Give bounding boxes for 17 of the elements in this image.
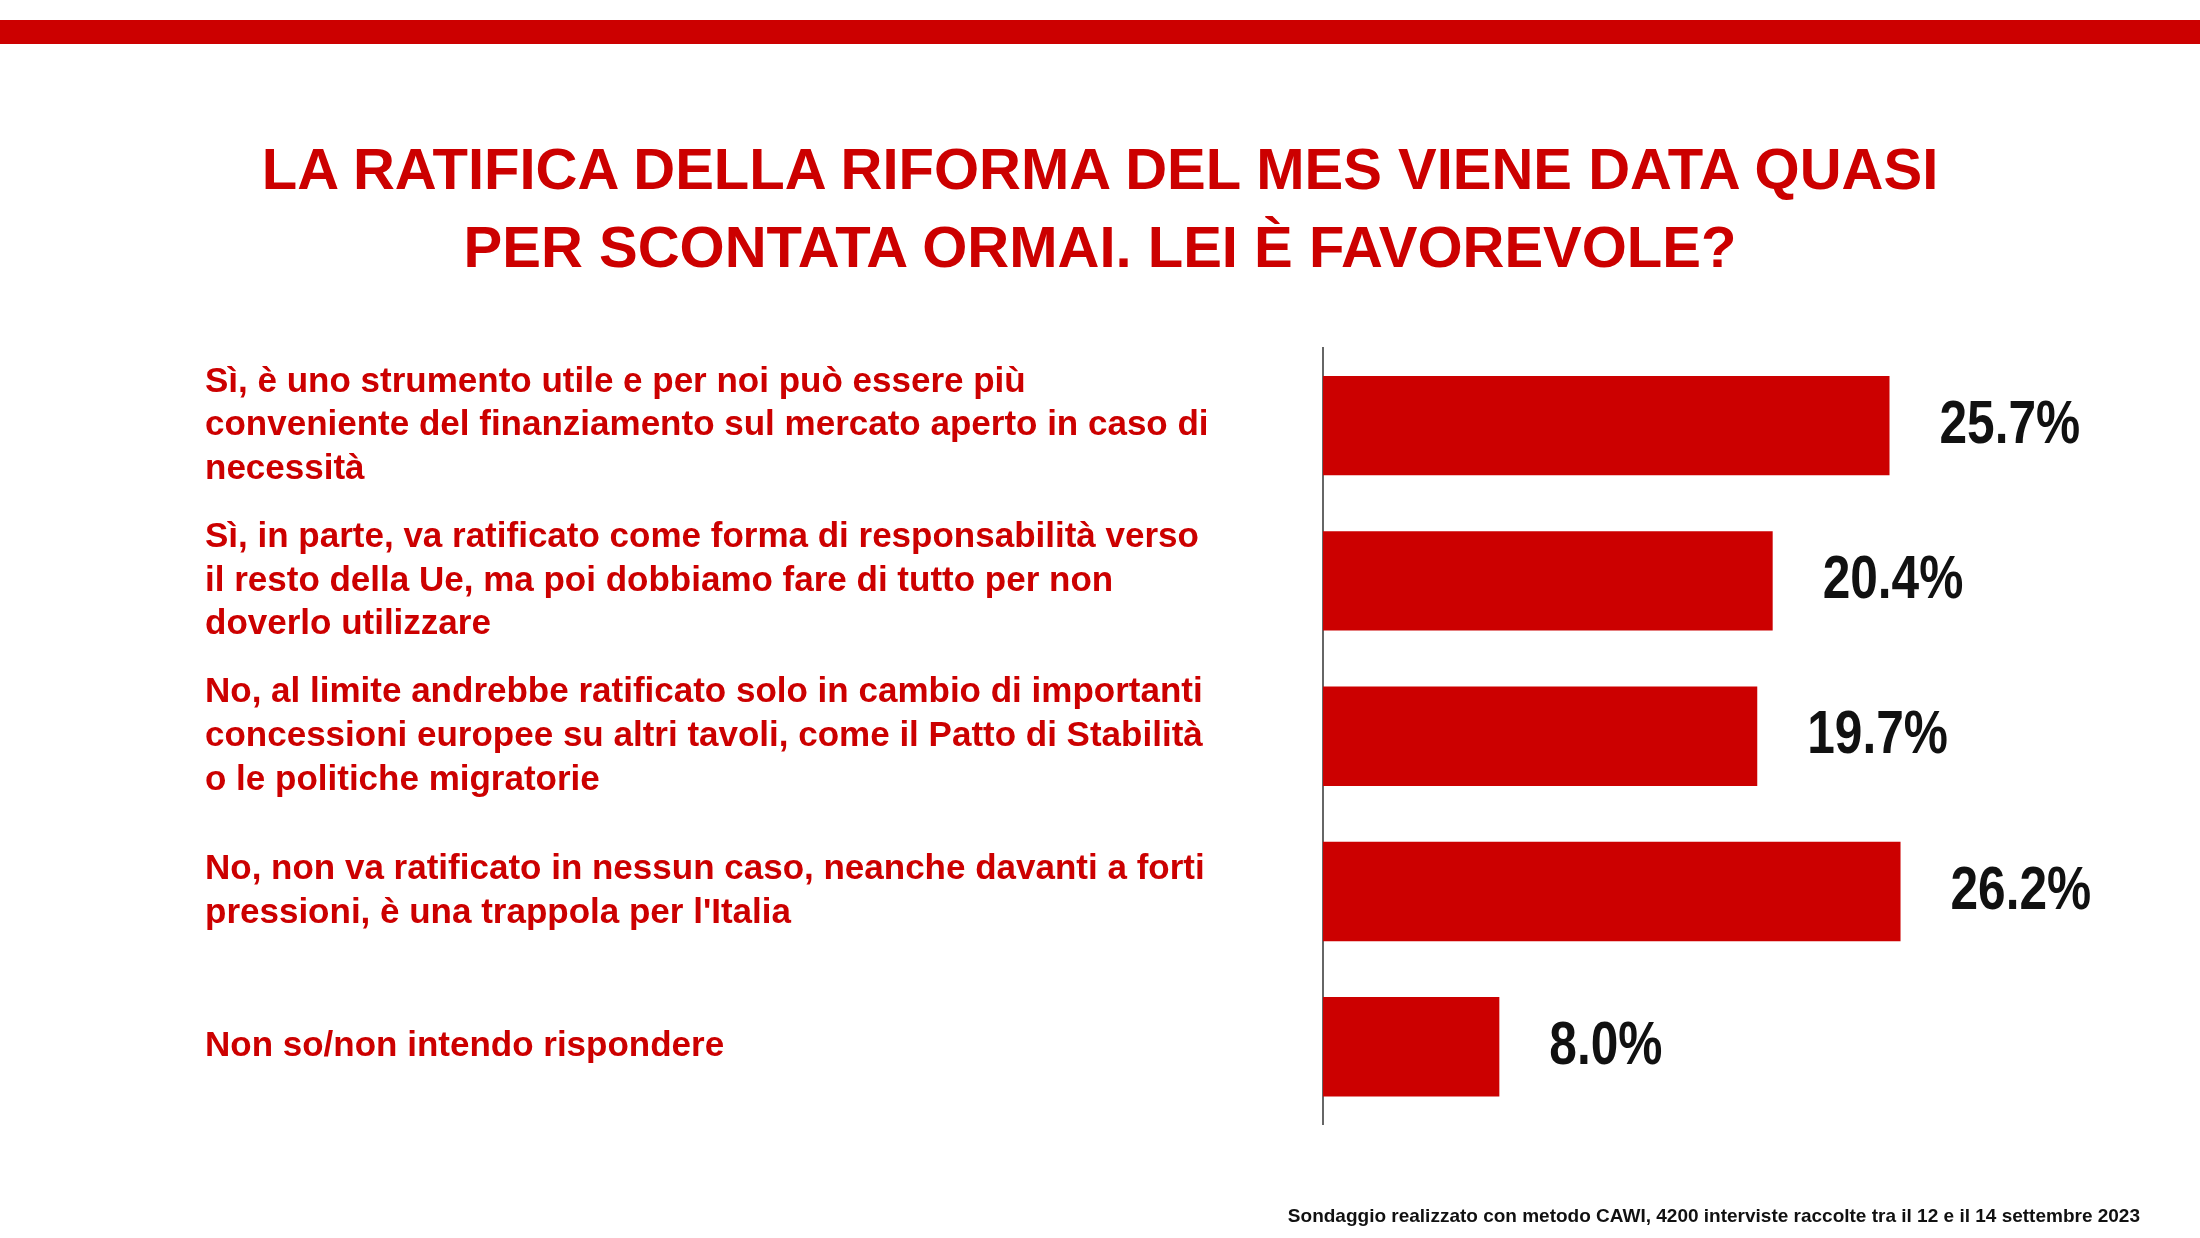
bar xyxy=(1323,686,1758,786)
data-label: 25.7% xyxy=(1939,386,2081,456)
y-tick-label: Sì, è uno strumento utile e per noi può essere più conveniente del finanziamento sul mercato aperto in caso di necessità xyxy=(205,359,1209,487)
y-tick-label: No, non va ratificato in nessun caso, neanche davanti a forti pressioni, è una trappola per l'Italia xyxy=(205,847,1205,930)
bar xyxy=(1323,531,1773,631)
chart-title: LA RATIFICA DELLA RIFORMA DEL MES VIENE DATA QUASI PER SCONTATA ORMAI. LEI È FAVOREVOLE? xyxy=(260,135,1940,281)
y-tick-label: No, al limite andrebbe ratificato solo in cambio di importanti concessioni europee su altri tavoli, come il Patto di Stabilità o le politiche migratorie xyxy=(205,670,1204,797)
bar xyxy=(1323,375,1890,476)
y-tick-label: Non so/non intendo rispondere xyxy=(205,1024,725,1064)
bar xyxy=(1323,997,1500,1097)
data-label: 26.2% xyxy=(1950,852,2092,922)
bar xyxy=(1323,841,1901,942)
text: Sondaggio realizzato con metodo CAWI, 4200 interviste raccolte tra il 12 e il 14 settembre 2023 xyxy=(1287,1205,2140,1227)
data-label: 8.0% xyxy=(1549,1007,1663,1078)
y-tick-label: Sì, in parte, va ratificato come forma di responsabilità verso il resto della Ue, ma poi dobbiamo fare di tutto per non doverlo utilizzare xyxy=(205,514,1199,642)
data-label: 20.4% xyxy=(1822,541,1964,612)
data-label: 19.7% xyxy=(1807,696,1948,767)
